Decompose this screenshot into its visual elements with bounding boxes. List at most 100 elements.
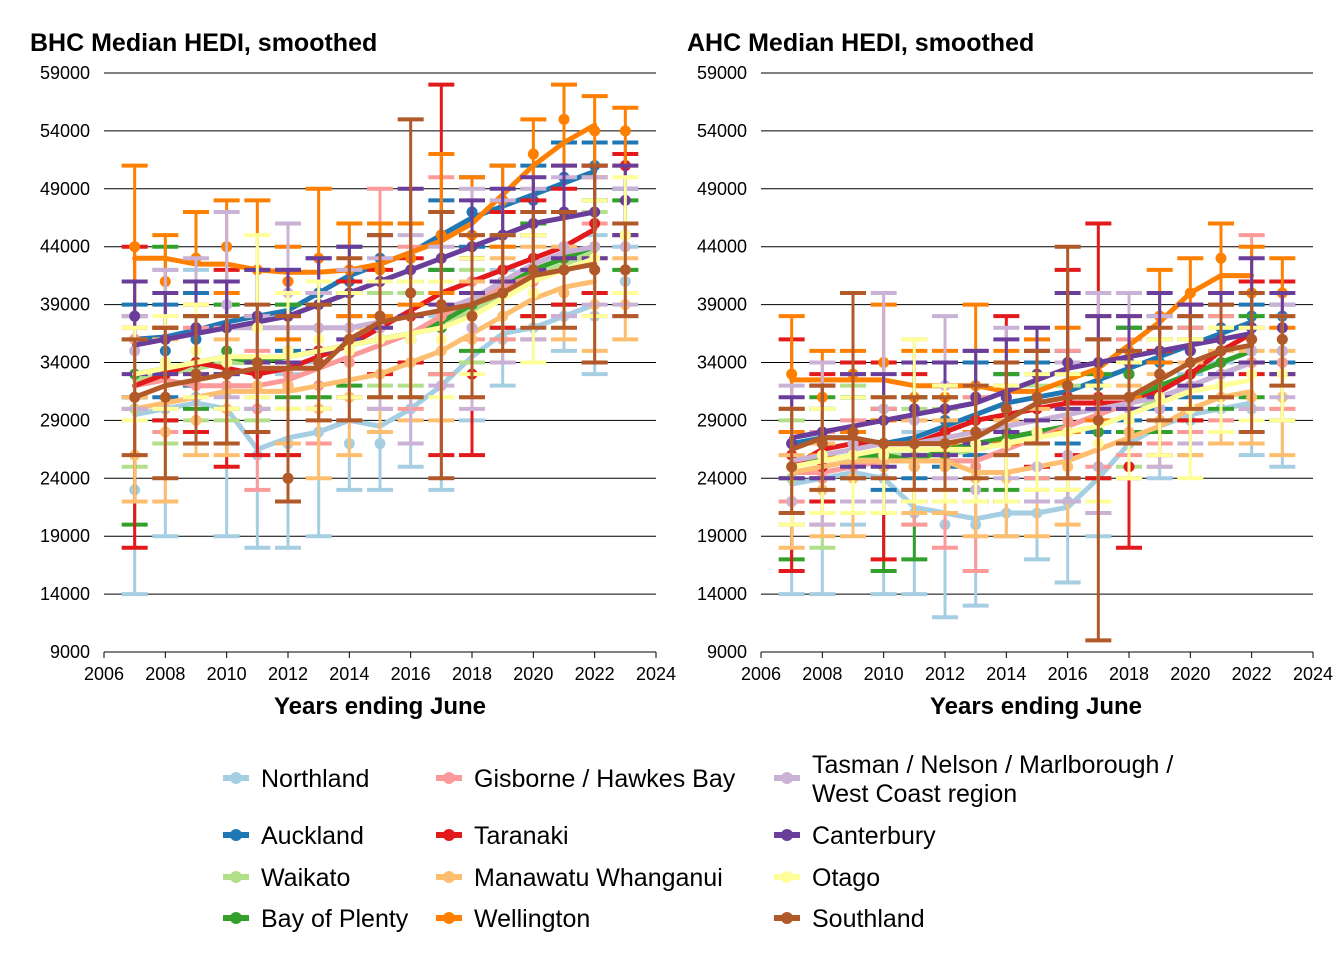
ahc-point bbox=[970, 426, 982, 438]
bhc-point bbox=[159, 391, 171, 403]
legend: Northland Auckland Waikato Bay of Plenty Gis… bbox=[223, 751, 1173, 933]
bhc-point bbox=[374, 438, 386, 450]
ahc-y-tick-39000: 39000 bbox=[697, 295, 747, 315]
legend-label: Canterbury bbox=[812, 822, 936, 850]
legend-label: Gisborne / Hawkes Bay bbox=[474, 765, 736, 793]
ahc-point bbox=[1276, 333, 1288, 345]
bhc-point bbox=[374, 310, 386, 322]
ahc-smoothed-line bbox=[789, 360, 1255, 464]
ahc-smoothed-line bbox=[789, 273, 1255, 394]
legend-key-point bbox=[443, 772, 455, 784]
bhc-point bbox=[129, 391, 141, 403]
bhc-series-12 bbox=[121, 117, 639, 504]
ahc-x-tick-2012: 2012 bbox=[925, 664, 965, 684]
bhc-x-tick-2014: 2014 bbox=[329, 664, 369, 684]
bhc-plot-area bbox=[121, 82, 639, 597]
ahc-x-tick-2024: 2024 bbox=[1293, 664, 1333, 684]
ahc-point bbox=[816, 438, 828, 450]
legend-item-6: Taranaki bbox=[436, 822, 569, 850]
bhc-smoothed-line bbox=[132, 302, 598, 452]
legend-item-10: Canterbury bbox=[774, 822, 936, 850]
bhc-smoothed-line bbox=[132, 122, 598, 275]
bhc-smoothed-line bbox=[132, 261, 598, 389]
ahc-x-tick-2010: 2010 bbox=[864, 664, 904, 684]
ahc-plot-area bbox=[778, 221, 1296, 643]
bhc-x-axis-label: Years ending June bbox=[274, 693, 486, 720]
ahc-smoothed-line bbox=[789, 377, 1255, 470]
bhc-y-tick-9000: 9000 bbox=[50, 642, 90, 662]
ahc-point bbox=[1184, 357, 1196, 368]
bhc-point bbox=[251, 357, 263, 368]
ahc-point bbox=[939, 438, 951, 450]
ahc-x-tick-2020: 2020 bbox=[1170, 664, 1210, 684]
bhc-smoothed-line bbox=[132, 255, 598, 377]
bhc-point bbox=[190, 368, 202, 380]
legend-label: Tasman / Nelson / Marlborough / West Coas… bbox=[812, 751, 1173, 808]
bhc-x-tick-2016: 2016 bbox=[391, 664, 431, 684]
ahc-point bbox=[1031, 391, 1043, 403]
ahc-y-tick-54000: 54000 bbox=[697, 121, 747, 141]
bhc-point bbox=[282, 472, 294, 484]
bhc-point bbox=[527, 148, 539, 160]
legend-key-point bbox=[230, 912, 242, 924]
legend-label: Southland bbox=[812, 905, 925, 933]
ahc-point bbox=[1154, 368, 1166, 380]
bhc-smoothed-line bbox=[132, 168, 598, 342]
ahc-x-tick-2008: 2008 bbox=[802, 664, 842, 684]
bhc-y-tick-19000: 19000 bbox=[40, 526, 90, 546]
bhc-panel: BHC Median HEDI, smoothed 9000 14000 19000… bbox=[30, 29, 676, 720]
bhc-smoothed-line bbox=[132, 226, 598, 389]
bhc-y-tick-59000: 59000 bbox=[40, 63, 90, 83]
ahc-point bbox=[1092, 414, 1104, 426]
legend-item-4: Bay of Plenty bbox=[223, 905, 409, 933]
legend-item-12: Southland bbox=[774, 905, 925, 933]
bhc-y-tick-24000: 24000 bbox=[40, 468, 90, 488]
legend-item-9: Tasman / Nelson / Marlborough / West Coas… bbox=[774, 751, 1173, 808]
bhc-y-tick-54000: 54000 bbox=[40, 121, 90, 141]
ahc-point bbox=[1246, 333, 1258, 345]
ahc-y-tick-44000: 44000 bbox=[697, 237, 747, 257]
bhc-point bbox=[313, 357, 325, 368]
bhc-smoothed-line bbox=[132, 261, 598, 400]
legend-key-point bbox=[781, 829, 793, 841]
ahc-series-12 bbox=[778, 244, 1296, 643]
bhc-point bbox=[619, 125, 631, 137]
bhc-point bbox=[589, 125, 601, 137]
legend-item-5: Gisborne / Hawkes Bay bbox=[436, 765, 736, 793]
bhc-y-tick-34000: 34000 bbox=[40, 353, 90, 373]
legend-label-line: West Coast region bbox=[812, 780, 1017, 808]
legend-key-point bbox=[230, 772, 242, 784]
ahc-smoothed-line bbox=[789, 400, 1255, 522]
legend-item-1: Northland bbox=[223, 765, 369, 793]
legend-item-3: Waikato bbox=[223, 864, 350, 892]
legend-item-7: Manawatu Whanganui bbox=[436, 864, 723, 892]
legend-label: Manawatu Whanganui bbox=[474, 864, 723, 892]
bhc-point bbox=[558, 113, 570, 125]
legend-item-11: Otago bbox=[774, 864, 880, 892]
bhc-x-tick-2008: 2008 bbox=[145, 664, 185, 684]
legend-key-point bbox=[781, 871, 793, 883]
ahc-y-tick-49000: 49000 bbox=[697, 179, 747, 199]
ahc-smoothed-line bbox=[789, 342, 1255, 452]
bhc-x-tick-2024: 2024 bbox=[636, 664, 676, 684]
bhc-point bbox=[129, 241, 141, 253]
bhc-y-tick-29000: 29000 bbox=[40, 410, 90, 430]
legend-label-line: Tasman / Nelson / Marlborough / bbox=[812, 751, 1173, 779]
ahc-point bbox=[1000, 403, 1012, 415]
legend-label: Northland bbox=[261, 765, 369, 793]
legend-label: Waikato bbox=[261, 864, 350, 892]
bhc-point bbox=[527, 264, 539, 276]
ahc-x-tick-2018: 2018 bbox=[1109, 664, 1149, 684]
ahc-y-tick-24000: 24000 bbox=[697, 468, 747, 488]
bhc-point bbox=[466, 310, 478, 322]
bhc-x-tick-2020: 2020 bbox=[513, 664, 553, 684]
legend-key-point bbox=[781, 772, 793, 784]
legend-key-point bbox=[781, 912, 793, 924]
bhc-point bbox=[435, 299, 447, 311]
bhc-y-axis: 9000 14000 19000 24000 29000 34000 39000 44000 4… bbox=[40, 63, 90, 662]
ahc-point bbox=[1062, 380, 1074, 392]
ahc-x-axis-label: Years ending June bbox=[930, 693, 1142, 720]
legend-label: Otago bbox=[812, 864, 880, 892]
ahc-x-tick-2006: 2006 bbox=[741, 664, 781, 684]
ahc-point bbox=[878, 438, 890, 450]
